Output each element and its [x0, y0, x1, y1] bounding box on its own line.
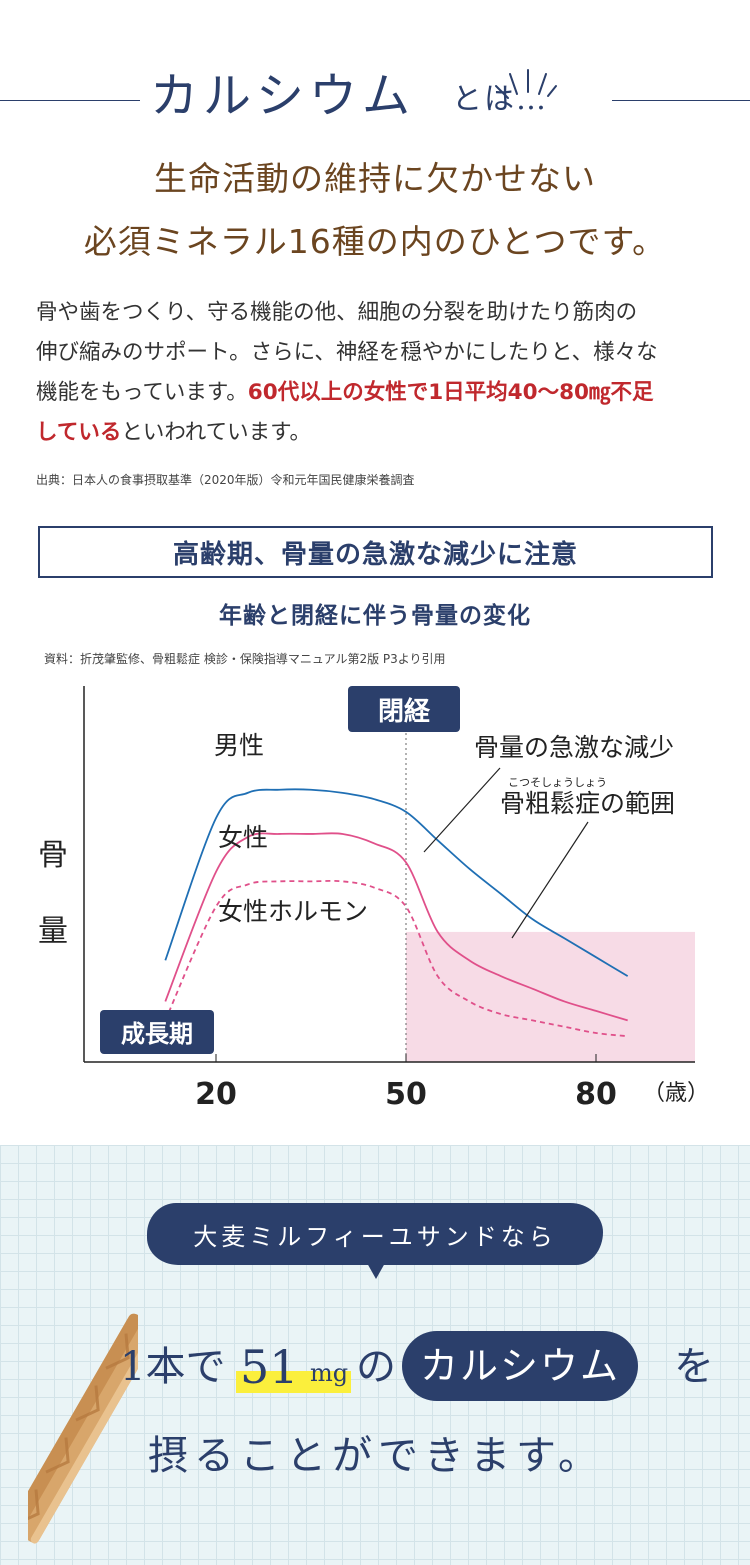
sparkle-icon — [495, 69, 557, 99]
product-bar-image — [28, 1313, 138, 1544]
annotation-decline: 骨量の急激な減少 — [474, 733, 674, 762]
series-line-0 — [164, 788, 629, 977]
section-title: 高齢期、骨量の急激な減少に注意 — [172, 539, 578, 570]
source-note: 出典：日本人の食事摂取基準（2020年版）令和元年国民健康栄養調査 — [36, 473, 415, 487]
promo-text-a: 1本で — [120, 1344, 226, 1390]
section-title-box: 高齢期、骨量の急激な減少に注意 — [38, 526, 713, 578]
series-line-1 — [164, 832, 628, 1022]
x-tick-label-2: 80 — [575, 1077, 617, 1112]
series-label-1: 女性 — [218, 823, 268, 852]
x-tick-label-1: 50 — [385, 1077, 427, 1112]
heading-title: カルシウム — [150, 68, 416, 124]
body-line3-plain: 機能をもっています。 — [36, 380, 248, 405]
heading-rule-right — [612, 100, 750, 101]
bone-mass-chart: 骨 量 20 50 80 （歳） 男性女性女性ホルモン 閉経成長期 骨量の急激な減少こつそし… — [0, 670, 750, 1120]
annotation-range-ruby: こつそしょうしょう — [508, 776, 607, 789]
series-label-0: 男性 — [214, 731, 264, 760]
number-highlight — [236, 1371, 351, 1393]
menopause-label: 閉経 — [378, 696, 431, 727]
body-line1: 骨や歯をつくり、守る機能の他、細胞の分裂を助けたり筋肉の — [36, 300, 638, 325]
menopause-label-box — [348, 686, 460, 732]
promo-text-b: の — [356, 1344, 396, 1390]
heading-suffix: とは… — [452, 82, 548, 117]
annotation-decline-leader — [423, 767, 501, 853]
annotation-range: 骨粗鬆症の範囲 — [500, 789, 675, 818]
y-axis-label-char-1: 骨 — [38, 838, 68, 873]
body-paragraph: 骨や歯をつくり、守る機能の他、細胞の分裂を助けたり筋肉の 伸び縮みのサポート。さ… — [36, 293, 726, 453]
promo-text-c: を — [674, 1344, 714, 1390]
body-line4-plain: といわれています。 — [121, 420, 311, 445]
body-line2: 伸び縮みのサポート。さらに、神経を穏やかにしたりと、様々な — [36, 340, 658, 365]
body-line3-highlight: 60代以上の女性で1日平均40〜80㎎不足 — [247, 380, 654, 405]
promo-unit: mg — [310, 1359, 349, 1387]
speech-bubble-text: 大麦ミルフィーユサンドなら — [193, 1222, 557, 1251]
heading-rule-left — [0, 100, 140, 101]
annotation-range-leader — [511, 821, 589, 939]
heading: カルシウム とは… — [150, 52, 600, 132]
calcium-pill: カルシウム — [402, 1331, 639, 1401]
growth-label: 成長期 — [121, 1020, 193, 1048]
series-label-2: 女性ホルモン — [218, 897, 368, 926]
chart-source: 資料：折茂肇監修、骨粗鬆症 検診・保険指導マニュアル第2版 P3より引用 — [44, 652, 446, 666]
body-line3: 機能をもっています。60代以上の女性で1日平均40〜80㎎不足 — [36, 373, 726, 413]
body-line4-highlight: している — [36, 420, 122, 445]
subtitle-line1: 生命活動の維持に欠かせない — [154, 159, 596, 198]
body-line4: しているといわれています。 — [36, 413, 726, 453]
promo-line2: 摂ることができます。 — [148, 1433, 604, 1479]
chart-title: 年齢と閉経に伴う骨量の変化 — [219, 603, 531, 629]
series-line-2 — [164, 879, 628, 1038]
x-unit-label: （歳） — [643, 1081, 709, 1106]
growth-label-box — [100, 1010, 214, 1054]
promo-section: 大麦ミルフィーユサンドなら 1本で 51 mg の カルシウム を 摂ることがで… — [0, 1145, 750, 1565]
promo-number: 51 — [240, 1340, 299, 1394]
y-axis-label-char-2: 量 — [38, 914, 68, 949]
x-tick-label-0: 20 — [195, 1077, 237, 1112]
subtitle-line2: 必須ミネラル16種の内のひとつです。 — [83, 222, 667, 261]
speech-bubble: 大麦ミルフィーユサンドなら — [147, 1203, 603, 1279]
